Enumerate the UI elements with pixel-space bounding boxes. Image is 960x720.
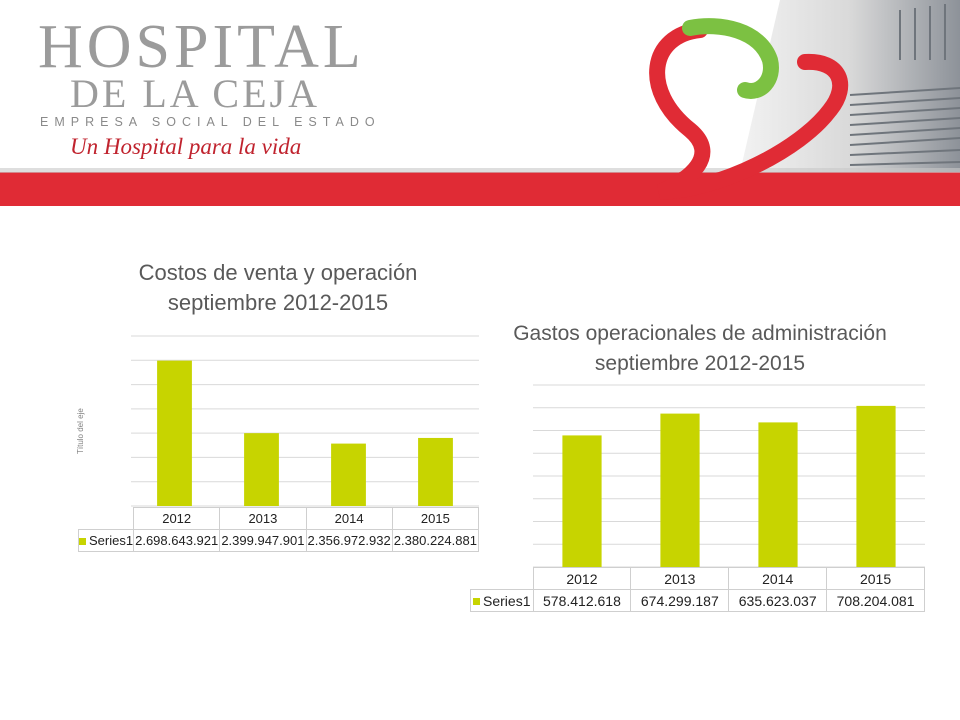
data-table: 2012 2013 2014 2015 Series1 2.698.643.92…: [77, 507, 480, 552]
red-band: [0, 172, 960, 206]
bar-2012: [157, 360, 192, 506]
bar-2013: [244, 433, 279, 506]
data-table-header-row: 2012 2013 2014 2015: [78, 507, 480, 530]
data-table-corner: [78, 507, 135, 530]
category-label: 2013: [630, 567, 730, 590]
chart-title-line1: Gastos operacionales de administración: [513, 322, 887, 345]
category-label: 2015: [826, 567, 925, 590]
chart-gastos: Gastos operacionales de administración s…: [470, 315, 926, 620]
data-value: 2.399.947.901: [219, 529, 307, 552]
heart-ribbon-green: [682, 18, 779, 99]
data-value: 2.380.224.881: [391, 529, 480, 552]
data-table-row: Series1 2.698.643.921 2.399.947.901 2.35…: [77, 529, 480, 552]
category-label: 2012: [532, 567, 632, 590]
bar-2014: [758, 422, 798, 567]
data-value: 708.204.081: [826, 589, 925, 612]
building-photo: [740, 0, 960, 172]
bar-2012: [562, 435, 602, 567]
category-label: 2013: [219, 507, 307, 530]
category-label: 2014: [305, 507, 393, 530]
chart-title-line2: septiembre 2012-2015: [594, 352, 806, 375]
logo-de-la-ceja: DE LA CEJA: [70, 71, 320, 116]
legend-entry: Series1: [77, 529, 135, 552]
tagline: Un Hospital para la vida: [70, 134, 302, 159]
heart-ribbon-red: [649, 22, 849, 200]
data-value: 578.412.618: [532, 589, 632, 612]
legend-key: [79, 538, 86, 546]
header-banner: HOSPITAL DE LA CEJA EMPRESA SOCIAL DEL E…: [0, 0, 960, 208]
series-name: Series1: [483, 592, 531, 609]
chart-plot: [131, 335, 479, 507]
legend-key: [473, 598, 481, 606]
chart-title: Costos de venta y operación septiembre 2…: [138, 258, 418, 318]
series-name: Series1: [89, 533, 134, 548]
chart-plot: [533, 384, 925, 567]
data-value: 635.623.037: [728, 589, 828, 612]
data-table-row: Series1 578.412.618 674.299.187 635.623.…: [470, 589, 925, 612]
legend-entry: Series1: [470, 589, 534, 612]
building-windows: [849, 4, 960, 166]
data-value: 674.299.187: [630, 589, 730, 612]
data-value: 2.698.643.921: [133, 529, 221, 552]
data-value: 2.356.972.932: [305, 529, 393, 552]
bar-2015: [856, 405, 896, 567]
data-table-header-row: 2012 2013 2014 2015: [470, 567, 925, 590]
category-label: 2014: [728, 567, 828, 590]
category-label: 2012: [133, 507, 221, 530]
data-table-corner: [470, 567, 534, 590]
bar-2015: [418, 437, 453, 506]
bar-2014: [331, 443, 366, 506]
logo-subtitle: EMPRESA SOCIAL DEL ESTADO: [40, 115, 381, 129]
logo-hospital: HOSPITAL: [38, 13, 365, 81]
data-table: 2012 2013 2014 2015 Series1 578.412.618 …: [470, 567, 925, 612]
chart-title: Gastos operacionales de administración s…: [500, 319, 900, 379]
chart-costos: Costos de venta y operación septiembre 2…: [76, 250, 482, 560]
chart-title-line2: septiembre 2012-2015: [167, 290, 389, 315]
category-label: 2015: [391, 507, 480, 530]
chart-title-line1: Costos de venta y operación: [138, 260, 418, 285]
header-graphics: [0, 0, 960, 206]
bar-2013: [660, 413, 700, 567]
